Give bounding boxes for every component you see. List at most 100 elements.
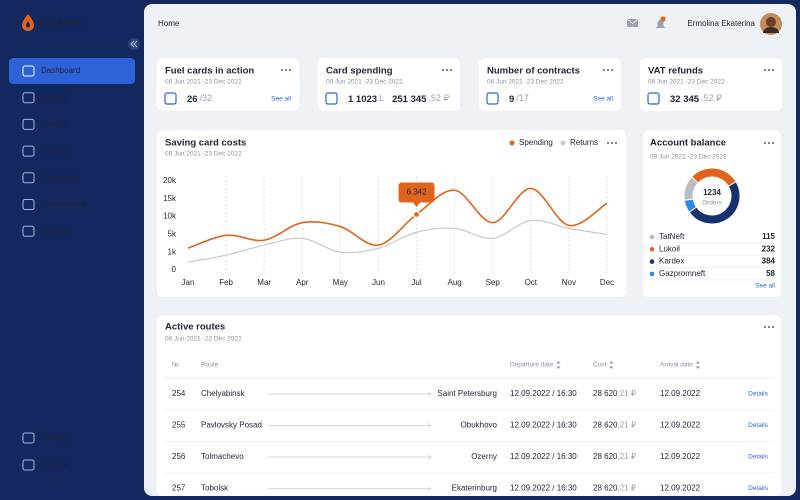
details-link[interactable]: Details: [748, 454, 769, 461]
sort-icon[interactable]: [695, 361, 700, 369]
arrival-date: 12.09.2022: [660, 421, 701, 430]
legend-swatch: [649, 234, 655, 240]
figure-unit: .52 ₽: [701, 93, 722, 103]
balance-period: 08 Jun 2021 -23 Dec 2022: [650, 154, 727, 161]
user-name[interactable]: Ermolina Ekaterina: [687, 19, 755, 28]
y-tick-label: 15k: [163, 194, 177, 203]
route-from: Tolmachevo: [201, 452, 244, 461]
card-figures: 1 1023 L 251 345.52 ₽: [348, 93, 449, 104]
menu-dot[interactable]: [611, 142, 613, 144]
route-id[interactable]: 256: [172, 452, 186, 461]
route-to: Saint Petersburg: [437, 389, 497, 398]
card-icon: [486, 92, 499, 105]
nav-item[interactable]: Dashboard: [41, 66, 80, 75]
arrival-date: 12.09.2022: [660, 389, 701, 398]
menu-dot[interactable]: [768, 142, 770, 144]
arrival-date: 12.09.2022: [660, 452, 701, 461]
balance-name: Kardex: [659, 257, 684, 266]
menu-dot[interactable]: [768, 69, 770, 71]
nav-item[interactable]: Routes: [41, 120, 66, 129]
breadcrumb[interactable]: Home: [158, 19, 180, 28]
figure-unit: .52 ₽: [428, 93, 449, 103]
card-figures: 32 345.52 ₽: [670, 93, 722, 104]
column-header[interactable]: Arrival date: [660, 362, 693, 369]
balance-value: 232: [762, 244, 776, 253]
sort-icon[interactable]: [609, 361, 614, 369]
donut-segment: [683, 198, 698, 213]
nav-item[interactable]: Transactions: [41, 200, 87, 209]
menu-dot[interactable]: [772, 69, 774, 71]
card-period: 08 Jun 2021 -23 Dec 2022: [165, 79, 242, 86]
data-point: [412, 210, 421, 219]
menu-dot[interactable]: [764, 326, 766, 328]
menu-dot[interactable]: [615, 142, 617, 144]
nav-icon: [22, 199, 35, 210]
route-from: Chelyabinsk: [201, 389, 246, 398]
figure-value: 1 1023: [348, 94, 377, 105]
see-all-link[interactable]: See all: [271, 96, 291, 103]
column-header: Route: [201, 362, 219, 369]
nav-icon: [22, 172, 35, 184]
nav-item[interactable]: Settings: [41, 433, 70, 442]
cost-value: 28 620: [593, 484, 618, 493]
y-tick-label: 5k: [168, 230, 177, 239]
nav-item[interactable]: Log out: [41, 460, 68, 469]
x-tick-label: Jul: [411, 278, 421, 287]
card-title: Fuel cards in action: [165, 66, 254, 77]
balance-total-label: Orders: [702, 200, 723, 207]
menu-dot[interactable]: [607, 142, 609, 144]
legend-swatch: [649, 259, 655, 264]
menu-dot[interactable]: [772, 326, 774, 328]
route-to: Ekaterinburg: [452, 484, 497, 493]
menu-dot[interactable]: [603, 69, 605, 71]
card: [157, 58, 299, 111]
menu-dot[interactable]: [764, 69, 766, 71]
nav-icon: [22, 459, 35, 471]
see-all-link[interactable]: See all: [593, 96, 613, 103]
column-header[interactable]: Departure date: [510, 362, 554, 369]
arrival-date: 12.09.2022: [660, 484, 701, 493]
route-id[interactable]: 255: [172, 421, 186, 430]
menu-dot[interactable]: [289, 69, 291, 71]
x-tick-label: May: [333, 278, 348, 287]
menu-dot[interactable]: [772, 142, 774, 144]
route-id[interactable]: 254: [172, 389, 186, 398]
departure-date: 12.09.2022 / 16:30: [510, 389, 577, 398]
figure-value: 26: [187, 94, 198, 105]
card-period: 08 Jun 2021 -23 Dec 2022: [648, 79, 725, 86]
route-arrow: [427, 486, 432, 491]
menu-dot[interactable]: [768, 326, 770, 328]
figure-value: 32 345: [670, 94, 700, 105]
menu-dot[interactable]: [446, 69, 448, 71]
route-from: Tobolsk: [201, 484, 229, 493]
balance-total: 1234: [703, 188, 721, 197]
details-link[interactable]: Details: [748, 485, 769, 492]
x-tick-label: Feb: [219, 278, 233, 287]
card-icon: [164, 92, 177, 105]
menu-dot[interactable]: [281, 69, 283, 71]
nav-item[interactable]: Drivers: [41, 93, 66, 102]
card: [479, 58, 621, 111]
details-link[interactable]: Details: [748, 422, 769, 429]
menu-dot[interactable]: [450, 69, 452, 71]
see-all-link[interactable]: See all: [755, 283, 775, 290]
tooltip-label: 6.342: [407, 188, 428, 197]
details-link[interactable]: Details: [748, 391, 769, 398]
logo: [22, 14, 34, 31]
series-line: [187, 187, 608, 249]
menu-dot[interactable]: [607, 69, 609, 71]
card: [640, 58, 782, 111]
bell-icon[interactable]: [656, 20, 665, 28]
column-header[interactable]: Cost: [593, 362, 607, 369]
sort-icon[interactable]: [556, 361, 561, 369]
route-id[interactable]: 257: [172, 484, 186, 493]
menu-dot[interactable]: [611, 69, 613, 71]
menu-dot[interactable]: [285, 69, 287, 71]
cost-value: 28 620: [593, 389, 618, 398]
menu-dot[interactable]: [764, 142, 766, 144]
nav-item[interactable]: Fuel cards: [41, 173, 78, 182]
nav-item[interactable]: Settings: [41, 226, 70, 235]
menu-dot[interactable]: [442, 69, 444, 71]
nav-item[interactable]: Treaties: [41, 146, 70, 155]
